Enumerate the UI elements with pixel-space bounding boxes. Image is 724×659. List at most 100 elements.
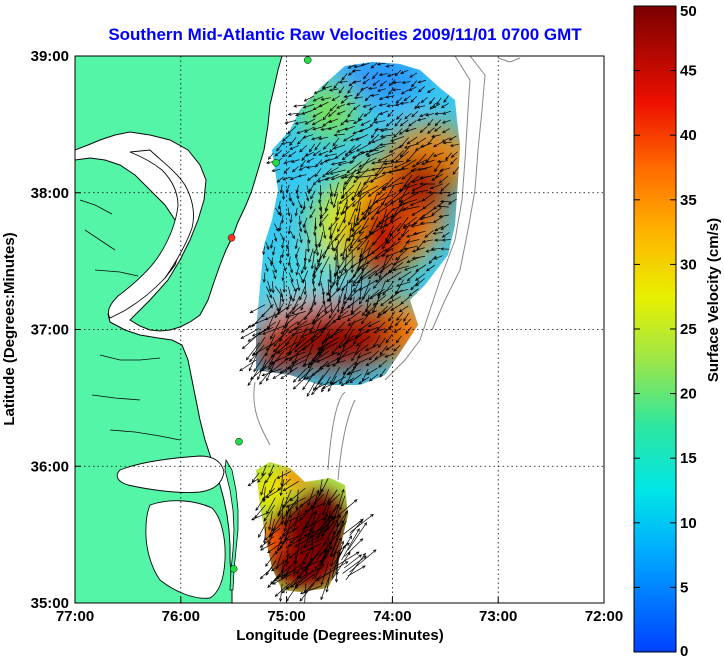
velocity-arrow (250, 365, 267, 380)
velocity-arrow (307, 350, 325, 369)
velocity-arrow (287, 256, 291, 267)
velocity-arrow (324, 174, 340, 181)
velocity-arrow (271, 168, 281, 173)
velocity-arrow (291, 301, 307, 315)
colorbar-gradient (633, 5, 677, 653)
velocity-arrow (265, 241, 270, 251)
velocity-arrow (311, 136, 322, 141)
velocity-arrow (279, 288, 285, 303)
velocity-arrow (437, 204, 449, 208)
velocity-arrow (329, 169, 346, 175)
velocity-arrow (338, 334, 355, 349)
velocity-arrow (419, 182, 436, 186)
velocity-arrow (408, 288, 419, 297)
velocity-arrow (438, 175, 449, 184)
velocity-arrow (272, 264, 277, 274)
velocity-arrow (338, 191, 355, 205)
velocity-arrow (332, 137, 340, 147)
velocity-arrow (290, 230, 295, 240)
velocity-arrow (267, 542, 283, 554)
velocity-arrow (396, 281, 411, 287)
velocity-arrow (351, 69, 361, 73)
velocity-arrow (302, 134, 314, 139)
velocity-arrow (303, 95, 315, 102)
velocity-arrow (402, 222, 418, 229)
velocity-arrow (431, 207, 442, 216)
velocity-arrow (364, 94, 372, 102)
velocity-arrow (434, 119, 442, 127)
velocity-arrow (265, 334, 284, 351)
velocity-arrow (433, 255, 443, 260)
velocity-arrow (412, 230, 426, 235)
land-mass (75, 56, 283, 603)
velocity-arrow (286, 247, 290, 258)
velocity-arrow (255, 496, 266, 512)
velocity-arrow (305, 192, 310, 202)
station-marker (272, 158, 280, 167)
velocity-arrow (441, 119, 451, 124)
colorbar-tick-label: 35 (680, 192, 697, 209)
velocity-arrow (388, 311, 396, 322)
velocity-arrow (297, 367, 314, 382)
velocity-arrow (304, 126, 315, 133)
velocity-arrow (378, 73, 388, 77)
pamlico-sound (145, 500, 226, 599)
velocity-arrow (349, 231, 365, 249)
velocity-arrow (353, 65, 363, 69)
velocity-arrow (311, 563, 325, 580)
velocity-arrow (298, 232, 303, 244)
velocity-arrow (374, 247, 394, 260)
velocity-arrow (270, 257, 274, 267)
velocity-arrow (360, 63, 370, 67)
velocity-arrow (332, 551, 360, 569)
velocity-arrow (400, 89, 409, 95)
velocity-arrow (267, 152, 274, 160)
velocity-arrow (324, 153, 337, 158)
velocity-arrow (322, 497, 330, 516)
velocity-arrow (293, 104, 306, 108)
velocity-arrow (325, 167, 339, 175)
velocity-arrow (274, 286, 284, 298)
x-tick-label: 76:00 (162, 608, 200, 625)
velocity-arrow (295, 489, 299, 511)
velocity-arrow (392, 80, 402, 85)
velocity-arrow (388, 144, 404, 153)
velocity-arrow (384, 190, 402, 207)
velocity-arrow (268, 351, 285, 370)
velocity-arrow (385, 95, 395, 99)
velocity-arrow (316, 513, 329, 541)
velocity-arrow (283, 167, 291, 174)
velocity-arrow (369, 216, 379, 235)
velocity-arrow (289, 214, 293, 224)
velocity-arrow (312, 278, 317, 292)
velocity-arrow (294, 247, 300, 259)
velocity-arrow (386, 104, 396, 108)
velocity-arrow (409, 72, 418, 78)
velocity-arrow (328, 88, 339, 92)
velocity-arrow (432, 152, 444, 157)
velocity-arrow (347, 286, 363, 301)
velocity-arrow (429, 183, 443, 190)
velocity-arrow (357, 230, 377, 242)
velocity-arrow (283, 513, 305, 524)
velocity-arrow (309, 183, 315, 193)
velocity-arrow (378, 96, 388, 101)
velocity-arrow (379, 128, 394, 133)
velocity-arrow (406, 149, 418, 163)
velocity-arrow (318, 479, 323, 497)
velocity-arrow (333, 182, 339, 198)
velocity-arrow (251, 343, 274, 356)
velocity-arrow (336, 128, 347, 133)
velocity-arrow (344, 554, 363, 569)
velocity-arrow (296, 279, 301, 292)
velocity-arrow (388, 296, 401, 304)
velocity-arrow (276, 176, 284, 183)
velocity-arrow (385, 344, 395, 351)
velocity-arrow (398, 183, 410, 204)
velocity-arrow (410, 223, 425, 228)
x-tick-label: 73:00 (479, 608, 517, 625)
velocity-arrow (319, 213, 329, 226)
velocity-arrow (333, 81, 340, 90)
velocity-arrow (294, 336, 314, 353)
velocity-arrow (288, 151, 297, 158)
